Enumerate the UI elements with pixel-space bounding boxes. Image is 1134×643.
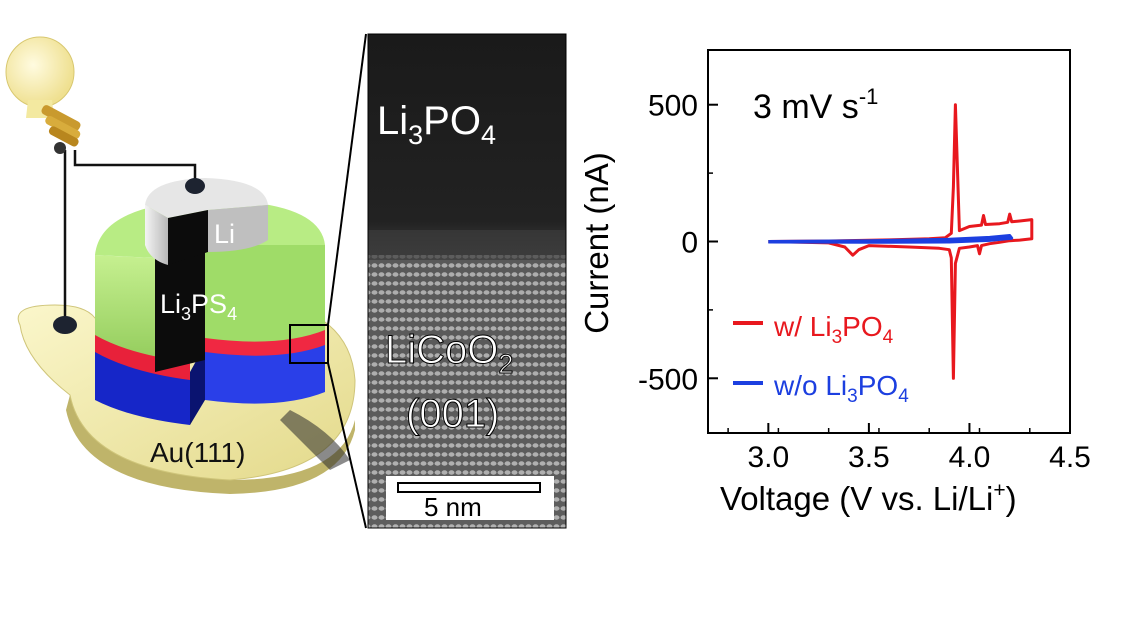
legend-label-without: w/o Li3PO4 (773, 370, 909, 407)
series-group (768, 103, 1034, 380)
y-axis-ticks: 500 0 -500 (638, 90, 718, 396)
y-tick-label: 500 (648, 90, 698, 123)
tem-frame (367, 33, 567, 529)
zoom-line-top (327, 33, 367, 326)
tem-bottom-label: LiCoO2 (385, 328, 513, 379)
wire-top (73, 150, 197, 182)
cathode-layer-right (205, 340, 325, 404)
li-metal-cut (168, 210, 208, 265)
light-bulb-icon (5, 36, 81, 154)
zoom-box (289, 324, 329, 364)
tem-interface (368, 230, 566, 260)
top-contact-dot (185, 178, 205, 194)
cv-chart: 3.0 3.5 4.0 4.5 500 0 -500 3 mV s-1 Voltage (… (578, 49, 1091, 517)
cathode-layer-cut (190, 345, 205, 425)
series-line-without-li3po4 (768, 234, 1014, 244)
li-metal-left (145, 205, 168, 265)
cathode-layer-left (95, 345, 190, 425)
substrate-label: Au(111) (150, 437, 245, 468)
zoom-line-bottom (327, 362, 367, 529)
series-line-with-li3po4 (768, 103, 1034, 380)
legend: w/ Li3PO4 w/o Li3PO4 (733, 311, 909, 407)
scale-bar (397, 482, 541, 493)
device-schematic: Li Li3PS4 Au(111) (5, 33, 367, 529)
li-metal-top (145, 178, 268, 218)
legend-label-with: w/ Li3PO4 (773, 311, 894, 348)
chart-title: 3 mV s-1 (753, 84, 878, 126)
x-tick-label: 4.0 (949, 441, 991, 474)
y-axis-label: Current (nA) (578, 152, 615, 334)
x-tick-label: 3.0 (747, 441, 789, 474)
x-tick-label: 3.5 (848, 441, 890, 474)
electrolyte-label: Li3PS4 (160, 289, 237, 324)
cell-shadow (280, 410, 350, 470)
x-axis-ticks: 3.0 3.5 4.0 4.5 (727, 423, 1091, 474)
y-tick-label: 0 (681, 227, 698, 260)
electrolyte-cut-face (155, 245, 205, 372)
li-label: Li (214, 219, 235, 249)
tem-orientation-label: (001) (406, 392, 499, 436)
electrolyte-right-face (205, 245, 325, 342)
bottom-contact-dot (53, 316, 77, 334)
y-tick-label: -500 (638, 363, 698, 396)
li-metal-right (208, 205, 268, 252)
scale-bar-label: 5 nm (424, 492, 482, 522)
x-axis-label: Voltage (V vs. Li/Li+) (720, 479, 1017, 517)
gold-substrate-side (66, 395, 355, 494)
tem-top-label: Li3PO4 (377, 99, 496, 150)
x-tick-label: 4.5 (1049, 441, 1091, 474)
